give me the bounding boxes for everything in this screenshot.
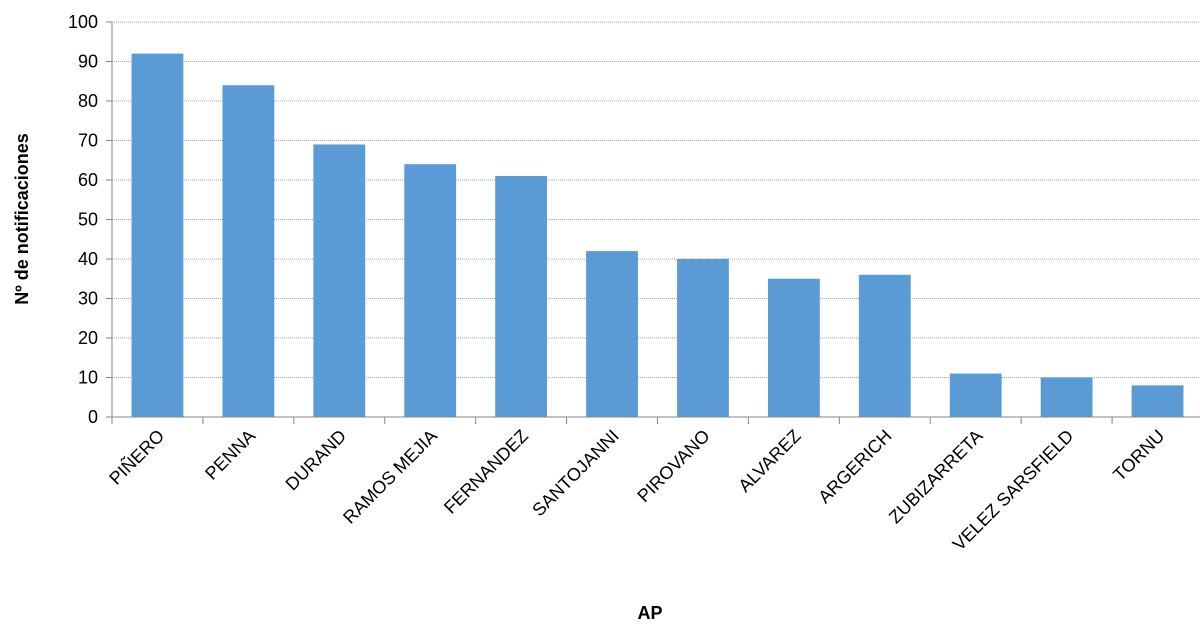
bar — [131, 53, 184, 417]
x-tick-label: ALVAREZ — [734, 426, 804, 496]
y-tick-label: 10 — [78, 368, 98, 388]
y-tick-label: 90 — [78, 52, 98, 72]
y-tick-label: 20 — [78, 328, 98, 348]
x-tick-label: PIROVANO — [633, 426, 713, 506]
bar — [222, 85, 275, 417]
y-tick-label: 30 — [78, 289, 98, 309]
y-tick-label: 80 — [78, 91, 98, 111]
bar — [1131, 385, 1184, 417]
x-axis-title: AP — [637, 603, 662, 623]
x-tick-label: ARGERICH — [814, 426, 895, 507]
y-axis-title: Nº de notificaciones — [12, 133, 32, 305]
bar — [858, 274, 911, 417]
y-tick-label: 70 — [78, 131, 98, 151]
y-tick-label: 60 — [78, 170, 98, 190]
y-tick-labels: 0 10 20 30 40 50 60 70 80 90 100 — [68, 12, 98, 427]
x-tick-label: DURAND — [282, 426, 351, 495]
bar — [1040, 377, 1093, 417]
x-tick-label: FERNANDEZ — [440, 426, 532, 518]
bar — [677, 259, 729, 417]
x-tick-label: SANTOJANNI — [528, 426, 623, 521]
bar — [949, 373, 1002, 417]
x-tick-label: ZUBIZARRETA — [885, 426, 987, 528]
gridlines — [112, 21, 1200, 378]
x-tick-label: RAMOS MEJIA — [339, 426, 441, 528]
y-tick-label: 50 — [78, 210, 98, 230]
bar — [586, 251, 638, 417]
bar — [495, 176, 548, 417]
bar — [313, 144, 366, 417]
x-tick-label: TORNU — [1109, 426, 1168, 485]
y-tick-label: 40 — [78, 249, 98, 269]
y-tick-label: 0 — [88, 407, 98, 427]
x-tick-label: PENNA — [201, 426, 259, 484]
bar — [767, 278, 820, 417]
x-tick-label: PIÑERO — [105, 425, 169, 489]
bars — [131, 53, 1184, 417]
y-tick-label: 100 — [68, 12, 98, 32]
bar — [404, 164, 457, 417]
axes — [106, 21, 1200, 424]
